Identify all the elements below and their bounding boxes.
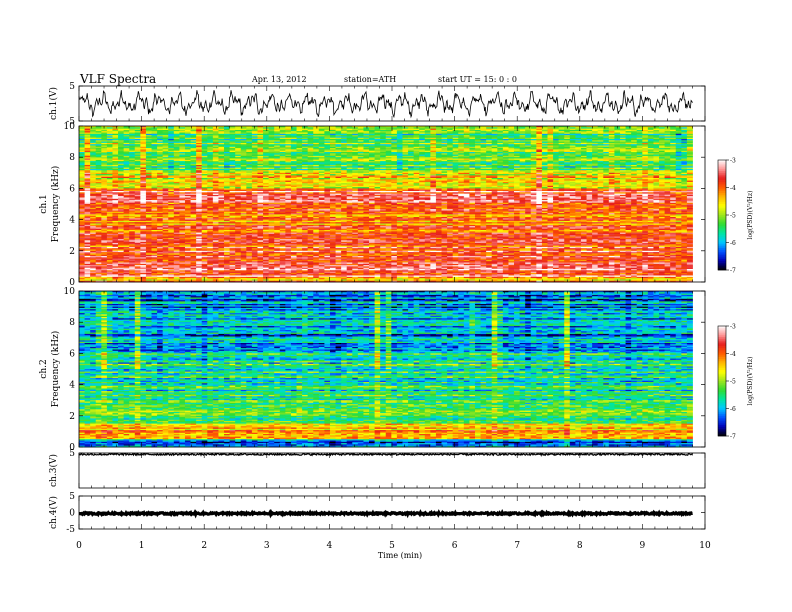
waveform-trace: [79, 90, 693, 117]
y-tick-label: 5: [69, 82, 75, 92]
vlf-spectra-figure: VLF Spectra Apr. 13, 2012 station=ATH st…: [0, 0, 792, 612]
date-label: Apr. 13, 2012: [251, 75, 307, 84]
figure-title: VLF Spectra: [79, 72, 156, 86]
start-time-label: start UT = 15: 0 : 0: [438, 75, 517, 84]
station-label: station=ATH: [344, 75, 396, 84]
ch1-waveform-panel: 5-5ch.1(V): [48, 82, 705, 127]
y-axis-label: ch.1(V): [48, 87, 59, 120]
